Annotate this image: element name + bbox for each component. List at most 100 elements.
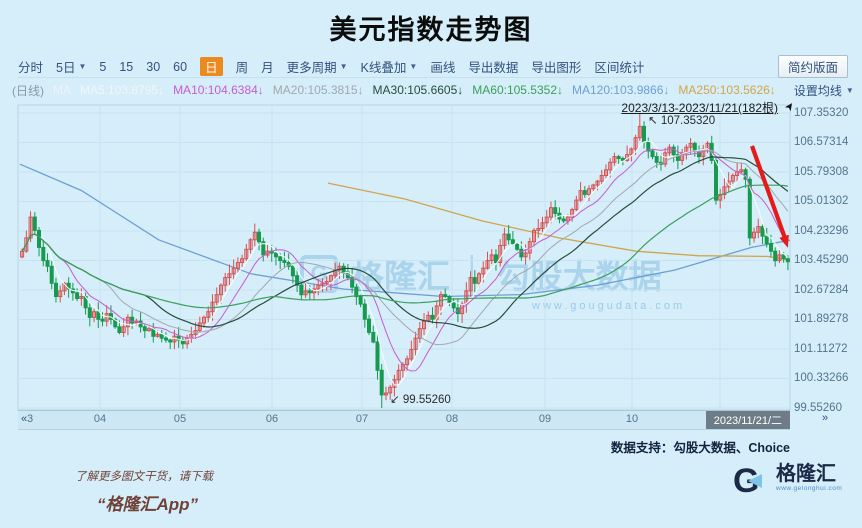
toolbar-item-3[interactable]: 15 <box>119 60 133 74</box>
toolbar-item-5[interactable]: 60 <box>173 60 187 74</box>
candle-body <box>739 169 744 173</box>
candle-body <box>189 333 194 339</box>
promo-line2: “格隆汇App” <box>97 495 199 514</box>
candle-body <box>168 339 173 343</box>
y-axis-label: 101.11272 <box>794 342 848 355</box>
month-label-04: 04 <box>93 413 107 425</box>
candle-body <box>274 252 278 258</box>
chevron-down-icon: ▼ <box>339 62 348 71</box>
gelonghui-logo: G 格隆汇 www.gelonghui.com <box>733 463 842 499</box>
toolbar-item-2[interactable]: 5 <box>99 60 106 74</box>
candle-body <box>32 216 37 231</box>
month-label-09: 09 <box>538 413 552 425</box>
legend-ma30: MA30:105.6605↓ <box>372 83 464 97</box>
toolbar-item-label: 5 <box>99 59 107 74</box>
candle-body <box>227 273 232 279</box>
candle-body <box>781 254 786 260</box>
legend-period-label: (日线) <box>12 83 44 98</box>
candle-body <box>510 239 515 245</box>
candle-body <box>113 318 118 328</box>
candle-body <box>70 288 75 294</box>
y-axis-label: 99.55260 <box>794 401 842 414</box>
toolbar-item-13[interactable]: 导出图形 <box>531 57 581 76</box>
toolbar-item-7[interactable]: 周 <box>236 57 249 76</box>
legend-ma120: MA120:103.9866↓ <box>572 83 670 97</box>
candle-body <box>604 169 608 177</box>
candle-body <box>41 246 46 262</box>
watermark-brand: 格隆汇 <box>351 258 450 295</box>
candle-body <box>58 290 63 298</box>
candle-body <box>138 320 143 328</box>
candle-body <box>747 178 752 239</box>
chevron-down-icon: ▼ <box>409 62 418 71</box>
candle-body <box>625 154 630 161</box>
scroll-left-control[interactable]: « <box>21 413 28 425</box>
candle-body <box>675 154 680 161</box>
toolbar-item-10[interactable]: K线叠加 ▼ <box>361 57 418 76</box>
candle-body <box>743 169 748 180</box>
y-axis-label: 104.23296 <box>794 224 849 237</box>
candle-body <box>235 262 240 269</box>
candle-body <box>760 226 765 237</box>
legend-ma20: MA20:105.3815↓ <box>272 83 364 97</box>
candle-body <box>587 188 591 196</box>
candle-body <box>214 294 219 303</box>
toolbar-item-8[interactable]: 月 <box>261 57 274 76</box>
candle-body <box>265 250 270 256</box>
candle-body <box>75 292 80 299</box>
scroll-right-control[interactable]: » <box>822 412 829 424</box>
watermark-partner: 勾股大数据 <box>496 258 662 295</box>
toolbar-item-0[interactable]: 分时 <box>18 57 43 76</box>
y-axis-label: 105.01302 <box>794 195 849 207</box>
month-label-3: 3 <box>26 413 34 425</box>
candle-body <box>388 386 393 394</box>
candle-body <box>637 125 642 139</box>
legend-ma60: MA60:105.5352↓ <box>472 83 563 97</box>
date-range-link[interactable]: 2023/3/13-2023/11/21(182根) <box>621 101 778 115</box>
candle-body <box>430 314 435 320</box>
candle-body <box>654 156 659 163</box>
candle-body <box>92 311 96 318</box>
candle-body <box>185 337 190 345</box>
y-axis-label: 102.67284 <box>794 283 849 296</box>
toolbar-item-9[interactable]: 更多周期 ▼ <box>287 57 348 76</box>
candle-body <box>367 318 371 333</box>
candle-body <box>375 341 380 371</box>
candle-body <box>659 161 663 165</box>
toolbar-item-label: 区间统计 <box>594 61 645 75</box>
candle-body <box>117 326 122 333</box>
toolbar-item-1[interactable]: 5日 ▼ <box>56 57 86 76</box>
toolbar-item-6[interactable]: 日 <box>200 57 223 76</box>
candle-body <box>536 228 541 231</box>
candle-body <box>642 125 646 143</box>
y-axis-label: 106.57314 <box>794 136 849 148</box>
candle-body <box>773 250 778 262</box>
candle-body <box>612 156 617 163</box>
toolbar-item-12[interactable]: 导出数据 <box>468 57 518 76</box>
candle-body <box>730 175 735 182</box>
toolbar-item-14[interactable]: 区间统计 <box>594 57 644 76</box>
candle-body <box>506 233 511 241</box>
toolbar-item-11[interactable]: 画线 <box>430 57 455 76</box>
candle-body <box>392 379 397 388</box>
candle-body <box>752 231 756 239</box>
candle-body <box>417 328 422 339</box>
candle-body <box>202 316 206 324</box>
candle-body <box>130 316 135 324</box>
toolbar-item-label: K线叠加 <box>360 61 407 75</box>
candle-body <box>620 158 625 161</box>
data-support-text: 数据支持：勾股大数据、Choice <box>610 441 790 455</box>
candle-body <box>646 141 651 152</box>
page-title: 美元指数走势图 <box>329 15 533 45</box>
watermark-logo-icon: G <box>300 255 338 293</box>
legend-ma250: MA250:103.5626↓ <box>678 83 776 97</box>
simple-layout-button[interactable]: 简约版面 <box>777 55 848 78</box>
gelonghui-logo-text: 格隆汇 www.gelonghui.com <box>776 463 842 492</box>
ma-settings-button[interactable]: 设置均线 ▼ <box>794 82 854 99</box>
toolbar-item-4[interactable]: 30 <box>146 60 160 74</box>
candle-body <box>764 235 769 245</box>
toolbar-item-label: 导出数据 <box>468 61 519 75</box>
candle-body <box>502 233 507 246</box>
candle-body <box>104 313 109 322</box>
candle-body <box>147 328 151 332</box>
